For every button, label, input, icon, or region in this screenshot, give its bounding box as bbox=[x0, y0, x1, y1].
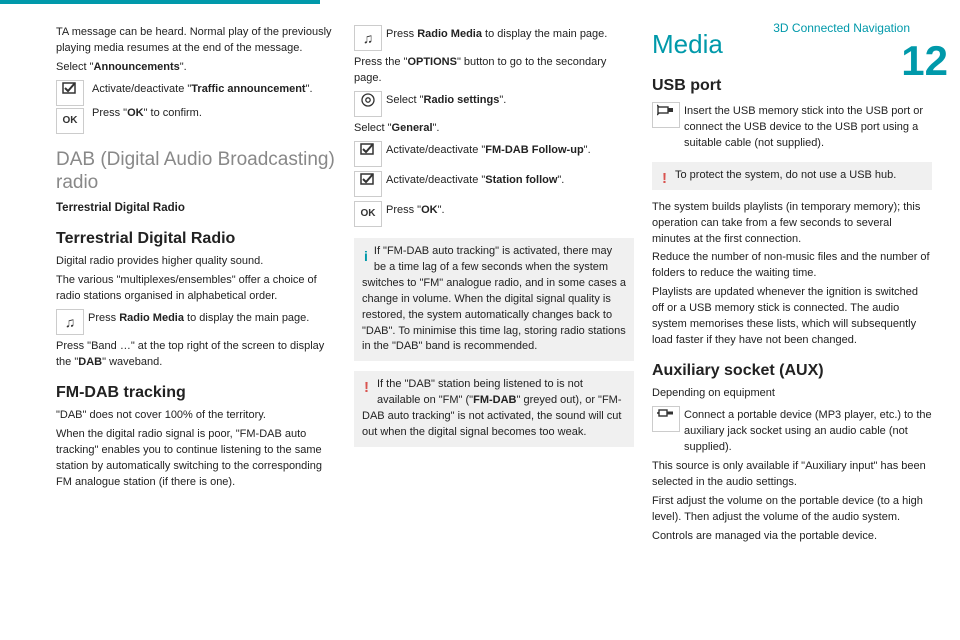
body-text: Digital radio provides higher quality so… bbox=[56, 254, 336, 270]
step-row: Select "Radio settings". bbox=[354, 90, 634, 118]
gear-icon bbox=[354, 91, 382, 117]
body-text: This source is only available if "Auxili… bbox=[652, 459, 932, 491]
column-2: ♫ Press Radio Media to display the main … bbox=[354, 22, 634, 548]
step-row: OK Activate/deactivate "Traffic announce… bbox=[56, 79, 336, 135]
music-note-icon: ♫ bbox=[56, 309, 84, 335]
column-1: TA message can be heard. Normal play of … bbox=[56, 22, 336, 548]
body-text: Press "Band …" at the top right of the s… bbox=[56, 339, 336, 371]
step-row: Activate/deactivate "FM-DAB Follow-up". bbox=[354, 140, 634, 168]
chapter-number: 12 bbox=[901, 40, 948, 82]
body-text: Controls are managed via the portable de… bbox=[652, 529, 932, 545]
body-text: Playlists are updated whenever the ignit… bbox=[652, 285, 932, 349]
body-text: Press the "OPTIONS" button to go to the … bbox=[354, 55, 634, 87]
body-text: Select "General". bbox=[354, 121, 634, 137]
subheading-tdr: Terrestrial Digital Radio bbox=[56, 200, 336, 217]
checkbox-icon bbox=[56, 80, 84, 106]
body-text: Reduce the number of non-music files and… bbox=[652, 250, 932, 282]
step-row: Connect a portable device (MP3 player, e… bbox=[652, 405, 932, 456]
top-accent-bar bbox=[0, 0, 320, 4]
body-text: The system builds playlists (in temporar… bbox=[652, 200, 932, 248]
body-text: First adjust the volume on the portable … bbox=[652, 494, 932, 526]
warning-callout: ! To protect the system, do not use a US… bbox=[652, 162, 932, 190]
warning-icon: ! bbox=[364, 377, 369, 399]
step-row: ♫ Press Radio Media to display the main … bbox=[354, 24, 634, 52]
ok-icon: OK bbox=[56, 108, 84, 134]
body-text: Select "Announcements". bbox=[56, 60, 336, 76]
step-row: OK Press "OK". bbox=[354, 200, 634, 228]
step-row: Insert the USB memory stick into the USB… bbox=[652, 101, 932, 152]
checkbox-icon bbox=[354, 171, 382, 197]
jack-icon bbox=[652, 406, 680, 432]
step-row: ♫ Press Radio Media to display the main … bbox=[56, 308, 336, 336]
music-note-icon: ♫ bbox=[354, 25, 382, 51]
checkbox-icon bbox=[354, 141, 382, 167]
body-text: Depending on equipment bbox=[652, 386, 932, 402]
warning-callout: ! If the "DAB" station being listened to… bbox=[354, 371, 634, 447]
heading-aux: Auxiliary socket (AUX) bbox=[652, 359, 932, 382]
body-text: TA message can be heard. Normal play of … bbox=[56, 25, 336, 57]
heading-dab: DAB (Digital Audio Broadcasting) radio bbox=[56, 149, 336, 195]
ok-icon: OK bbox=[354, 201, 382, 227]
info-callout: i If "FM-DAB auto tracking" is activated… bbox=[354, 238, 634, 362]
heading-fmdab: FM-DAB tracking bbox=[56, 381, 336, 404]
heading-usb: USB port bbox=[652, 74, 932, 97]
body-text: The various "multiplexes/ensembles" offe… bbox=[56, 273, 336, 305]
usb-icon bbox=[652, 102, 680, 128]
section-title: 3D Connected Navigation bbox=[773, 20, 910, 37]
body-text: When the digital radio signal is poor, "… bbox=[56, 427, 336, 491]
heading-tdr: Terrestrial Digital Radio bbox=[56, 227, 336, 250]
info-icon: i bbox=[364, 246, 368, 266]
warning-icon: ! bbox=[662, 168, 667, 190]
step-row: Activate/deactivate "Station follow". bbox=[354, 170, 634, 198]
body-text: "DAB" does not cover 100% of the territo… bbox=[56, 408, 336, 424]
column-3: Media USB port Insert the USB memory sti… bbox=[652, 22, 932, 548]
